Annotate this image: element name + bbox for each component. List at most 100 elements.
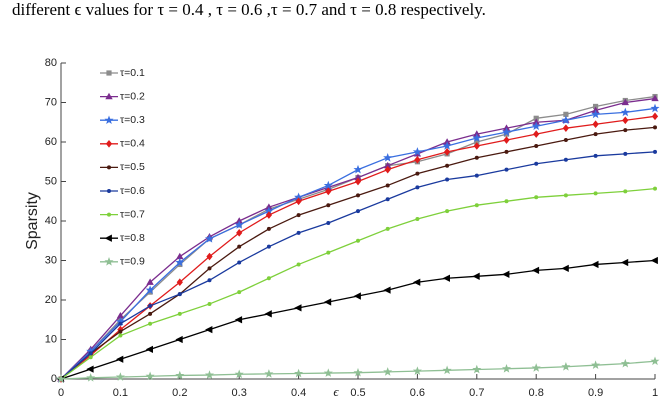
marker bbox=[383, 367, 393, 376]
marker bbox=[531, 363, 541, 372]
marker bbox=[504, 149, 509, 154]
marker bbox=[623, 128, 628, 133]
legend-label: τ=0.1 bbox=[120, 67, 145, 79]
marker bbox=[385, 226, 390, 231]
marker bbox=[234, 369, 244, 379]
marker bbox=[442, 365, 452, 375]
y-tick-label: 60 bbox=[45, 136, 57, 148]
marker bbox=[326, 203, 331, 208]
marker bbox=[653, 125, 658, 130]
legend-label: τ=0.8 bbox=[120, 232, 145, 244]
series-line bbox=[60, 259, 656, 380]
marker bbox=[145, 285, 155, 294]
legend-label: τ=0.6 bbox=[120, 185, 145, 197]
series-line bbox=[60, 151, 656, 380]
marker bbox=[473, 142, 480, 150]
marker bbox=[533, 130, 540, 138]
legend-label: τ=0.2 bbox=[120, 90, 145, 102]
x-tick-label: 0 bbox=[58, 387, 64, 399]
marker bbox=[234, 316, 243, 324]
marker bbox=[118, 329, 123, 334]
marker bbox=[474, 173, 479, 178]
marker bbox=[472, 272, 480, 280]
marker bbox=[620, 107, 630, 117]
marker bbox=[620, 358, 630, 368]
marker bbox=[266, 276, 271, 281]
marker bbox=[353, 367, 363, 377]
marker bbox=[175, 257, 185, 267]
legend-marker bbox=[107, 188, 112, 193]
marker bbox=[534, 195, 539, 200]
marker bbox=[265, 211, 273, 219]
series-line bbox=[60, 115, 656, 380]
y-axis-label: Sparsity bbox=[24, 192, 41, 250]
marker bbox=[563, 138, 568, 143]
x-tick-label: 0.5 bbox=[350, 387, 365, 399]
x-tick-label: 0.7 bbox=[469, 387, 484, 399]
marker bbox=[237, 290, 242, 295]
marker bbox=[651, 112, 659, 121]
marker bbox=[563, 193, 568, 198]
marker bbox=[442, 274, 451, 282]
legend-marker bbox=[105, 92, 113, 100]
marker bbox=[204, 234, 215, 243]
legend-label: τ=0.3 bbox=[120, 114, 145, 126]
legend-marker bbox=[106, 70, 112, 76]
marker bbox=[445, 163, 450, 168]
marker bbox=[650, 256, 658, 265]
marker bbox=[295, 197, 302, 206]
marker bbox=[353, 292, 361, 300]
marker bbox=[206, 252, 213, 261]
marker bbox=[237, 244, 242, 249]
marker bbox=[355, 209, 360, 214]
marker bbox=[474, 155, 479, 160]
marker bbox=[561, 362, 571, 371]
x-axis-label: ϵ bbox=[333, 384, 339, 399]
marker bbox=[326, 250, 331, 255]
marker bbox=[561, 264, 569, 273]
y-tick-label: 30 bbox=[45, 254, 57, 266]
y-tick-label: 40 bbox=[45, 215, 57, 227]
marker bbox=[118, 333, 123, 338]
legend-label: τ=0.5 bbox=[120, 161, 145, 173]
marker bbox=[264, 310, 272, 318]
legend-marker bbox=[105, 139, 113, 148]
marker bbox=[204, 370, 215, 379]
marker bbox=[234, 220, 244, 229]
marker bbox=[207, 266, 212, 271]
marker bbox=[415, 217, 420, 222]
marker bbox=[383, 286, 391, 294]
marker bbox=[294, 368, 304, 378]
marker bbox=[445, 209, 450, 214]
legend-marker bbox=[104, 257, 114, 266]
marker bbox=[620, 258, 629, 267]
marker bbox=[415, 171, 420, 176]
marker bbox=[148, 311, 153, 316]
marker bbox=[88, 355, 93, 360]
marker bbox=[415, 185, 420, 190]
marker bbox=[534, 161, 539, 166]
marker bbox=[593, 153, 598, 158]
marker bbox=[412, 147, 422, 156]
x-tick-label: 0.3 bbox=[232, 387, 247, 399]
marker bbox=[205, 325, 213, 334]
marker bbox=[531, 266, 540, 275]
marker bbox=[207, 301, 212, 306]
marker bbox=[622, 116, 629, 125]
marker bbox=[296, 213, 301, 218]
marker bbox=[383, 153, 393, 162]
marker bbox=[177, 311, 182, 316]
marker bbox=[146, 278, 154, 285]
marker bbox=[385, 197, 390, 202]
marker bbox=[236, 229, 243, 237]
marker bbox=[621, 98, 629, 106]
marker bbox=[623, 151, 628, 156]
marker bbox=[653, 186, 658, 191]
marker bbox=[651, 94, 659, 102]
marker bbox=[355, 193, 360, 198]
legend-marker bbox=[107, 212, 112, 217]
marker bbox=[503, 136, 510, 144]
legend-marker bbox=[104, 234, 112, 242]
